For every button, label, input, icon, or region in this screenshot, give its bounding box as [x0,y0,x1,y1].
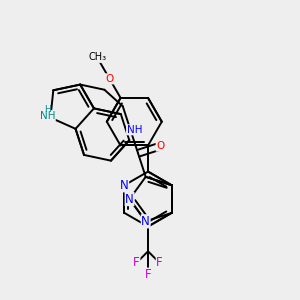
Text: N: N [120,179,129,192]
Text: O: O [105,74,114,84]
Text: H: H [44,105,51,114]
Text: N: N [141,215,150,228]
Text: F: F [156,256,163,269]
Text: F: F [133,256,140,269]
Text: F: F [145,268,151,281]
Text: N: N [125,193,134,206]
Text: O: O [156,141,164,151]
Text: NH: NH [127,125,142,135]
Text: NH: NH [40,111,55,121]
Text: CH₃: CH₃ [88,52,106,62]
